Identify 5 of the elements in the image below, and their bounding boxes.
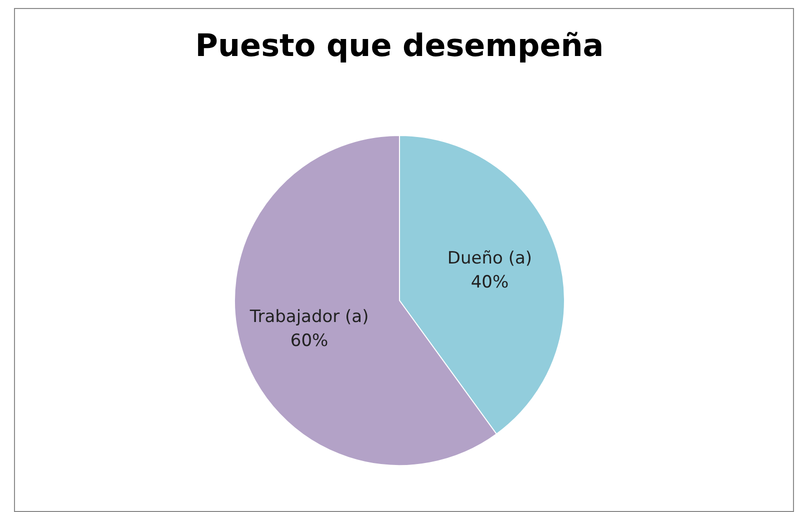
slice-label: Trabajador (a) <box>248 307 369 328</box>
data-label: 40% <box>470 272 509 293</box>
slice-label: Dueño (a) <box>447 248 532 269</box>
data-label: 60% <box>290 331 328 352</box>
chart-title: Puesto que desempeña <box>194 28 605 64</box>
